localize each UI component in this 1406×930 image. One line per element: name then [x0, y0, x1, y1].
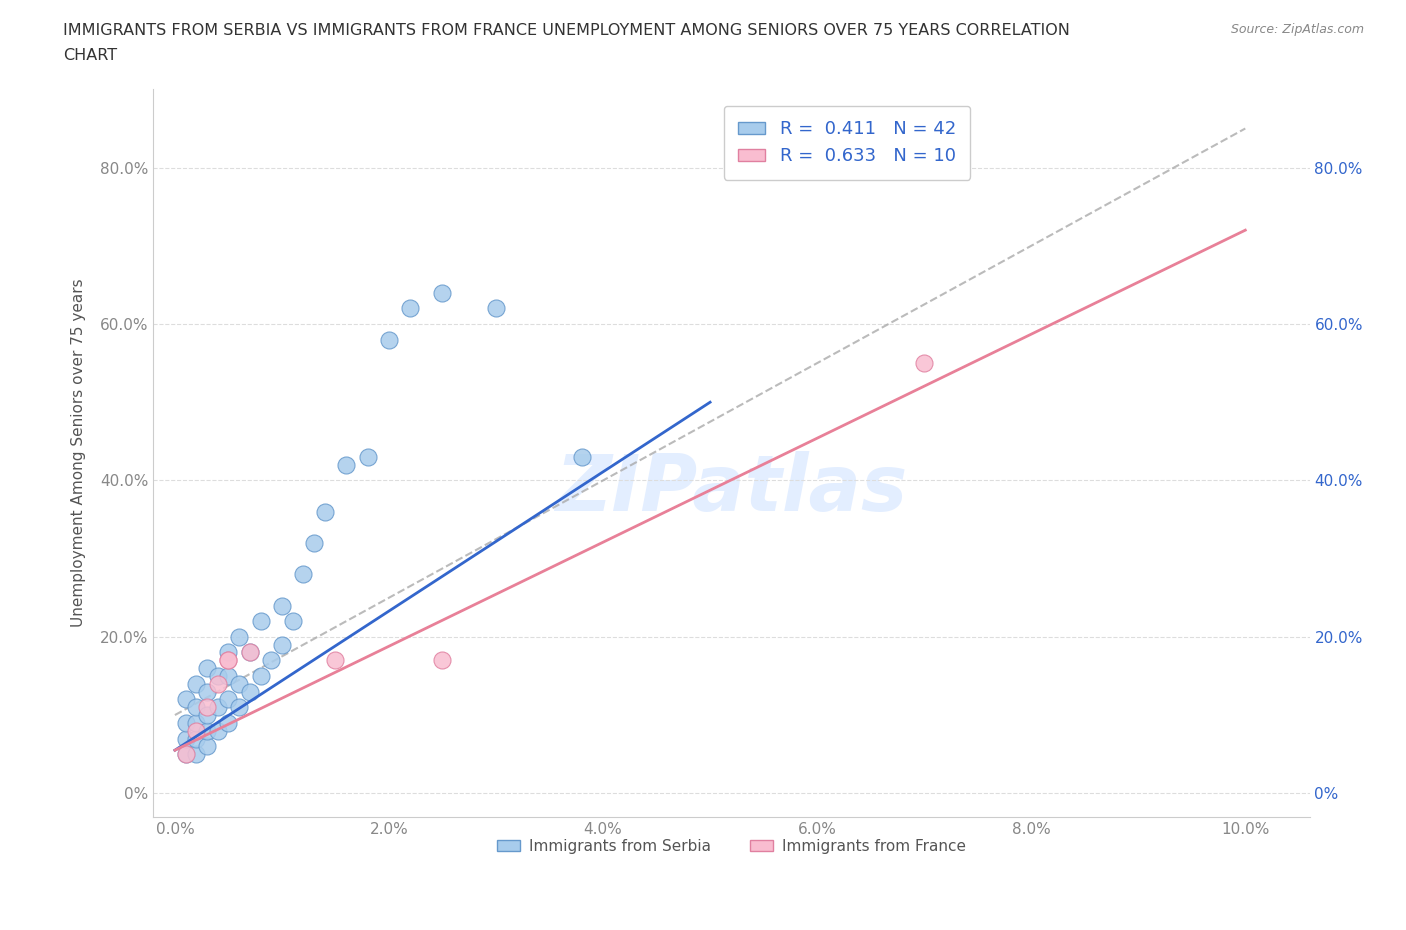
- Point: [228, 630, 250, 644]
- Point: [292, 566, 315, 581]
- Text: ZIPatlas: ZIPatlas: [555, 451, 908, 527]
- Point: [432, 286, 454, 300]
- Point: [356, 449, 378, 464]
- Point: [228, 699, 250, 714]
- Point: [281, 614, 304, 629]
- Point: [186, 731, 208, 746]
- Point: [217, 653, 239, 668]
- Point: [186, 699, 208, 714]
- Point: [335, 458, 357, 472]
- Point: [912, 355, 935, 370]
- Point: [195, 739, 218, 754]
- Point: [217, 715, 239, 730]
- Point: [271, 598, 294, 613]
- Point: [249, 669, 271, 684]
- Point: [195, 684, 218, 699]
- Y-axis label: Unemployment Among Seniors over 75 years: Unemployment Among Seniors over 75 years: [72, 279, 86, 628]
- Point: [260, 653, 283, 668]
- Point: [314, 504, 336, 519]
- Point: [195, 708, 218, 723]
- Point: [302, 536, 325, 551]
- Point: [217, 669, 239, 684]
- Point: [228, 676, 250, 691]
- Legend: Immigrants from Serbia, Immigrants from France: Immigrants from Serbia, Immigrants from …: [491, 832, 972, 860]
- Point: [174, 747, 197, 762]
- Point: [239, 645, 262, 660]
- Point: [186, 724, 208, 738]
- Point: [485, 301, 508, 316]
- Point: [186, 747, 208, 762]
- Point: [217, 692, 239, 707]
- Point: [378, 332, 401, 347]
- Text: Source: ZipAtlas.com: Source: ZipAtlas.com: [1230, 23, 1364, 36]
- Point: [174, 715, 197, 730]
- Point: [195, 660, 218, 675]
- Point: [207, 724, 229, 738]
- Point: [195, 699, 218, 714]
- Point: [399, 301, 422, 316]
- Point: [186, 676, 208, 691]
- Text: CHART: CHART: [63, 48, 117, 63]
- Point: [186, 715, 208, 730]
- Point: [432, 653, 454, 668]
- Point: [271, 637, 294, 652]
- Point: [217, 645, 239, 660]
- Point: [174, 692, 197, 707]
- Point: [174, 731, 197, 746]
- Point: [207, 669, 229, 684]
- Point: [174, 747, 197, 762]
- Point: [325, 653, 347, 668]
- Point: [207, 699, 229, 714]
- Point: [239, 684, 262, 699]
- Point: [217, 653, 239, 668]
- Point: [195, 724, 218, 738]
- Point: [207, 676, 229, 691]
- Point: [239, 645, 262, 660]
- Point: [249, 614, 271, 629]
- Text: IMMIGRANTS FROM SERBIA VS IMMIGRANTS FROM FRANCE UNEMPLOYMENT AMONG SENIORS OVER: IMMIGRANTS FROM SERBIA VS IMMIGRANTS FRO…: [63, 23, 1070, 38]
- Point: [571, 449, 593, 464]
